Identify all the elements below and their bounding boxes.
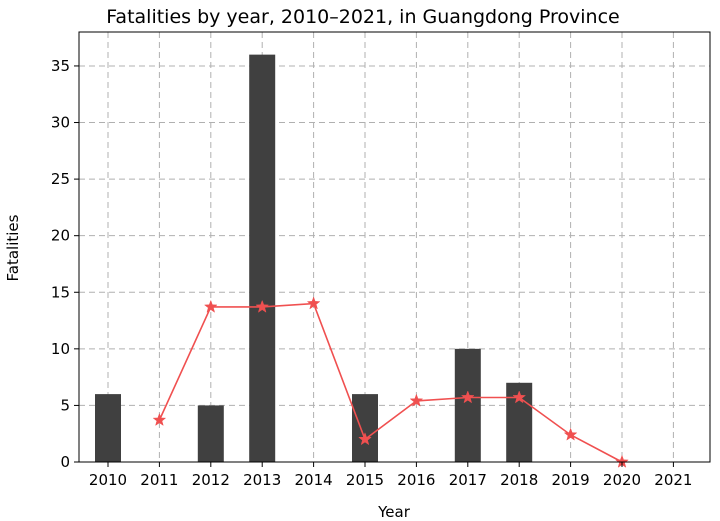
line-point-star [512, 390, 527, 404]
line-series [152, 296, 629, 468]
x-tick-label: 2011 [140, 471, 178, 489]
line-point-star [255, 299, 270, 313]
bar-series [95, 54, 533, 462]
plot-frame [78, 31, 711, 463]
x-tick-label: 2019 [552, 471, 590, 489]
bar [352, 394, 378, 462]
x-tick-label: 2017 [449, 471, 487, 489]
x-tick-label: 2014 [295, 471, 333, 489]
y-tick-label: 20 [51, 227, 70, 245]
x-tick-label: 2013 [243, 471, 281, 489]
x-tick-label: 2015 [346, 471, 384, 489]
bar [95, 394, 121, 462]
y-tick-label: 35 [51, 57, 70, 75]
y-tick-label: 0 [60, 453, 70, 471]
y-tick-label: 10 [51, 340, 70, 358]
y-axis-ticks: 0 5 10 15 20 25 30 35 [51, 57, 79, 471]
x-axis-label: Year [377, 503, 411, 521]
chart-title: Fatalities by year, 2010–2021, in Guangd… [106, 6, 619, 28]
bar [197, 405, 224, 462]
line-point-star [563, 427, 578, 441]
line-path [158, 302, 623, 463]
y-tick-label: 5 [60, 396, 70, 414]
line-point-star [358, 432, 372, 446]
line-point-star [203, 299, 218, 313]
line-point-star [306, 296, 321, 310]
y-axis-label: Fatalities [4, 214, 22, 281]
x-tick-label: 2020 [603, 471, 641, 489]
y-tick-label: 15 [51, 283, 70, 301]
y-tick-label: 25 [51, 170, 70, 188]
line-point-star [409, 393, 424, 407]
line-point-star [152, 412, 167, 426]
x-tick-label: 2012 [192, 471, 230, 489]
bar [249, 54, 276, 462]
x-tick-label: 2018 [500, 471, 538, 489]
line-point-star [460, 390, 475, 404]
x-tick-label: 2016 [397, 471, 435, 489]
x-tick-label: 2021 [654, 471, 692, 489]
y-tick-label: 30 [51, 114, 70, 132]
x-axis-ticks: 2010 2011 2012 2013 2014 2015 2016 2017 2018 2019… [89, 462, 692, 489]
bar [454, 348, 481, 462]
grid [79, 32, 710, 463]
x-tick-label: 2010 [89, 471, 127, 489]
